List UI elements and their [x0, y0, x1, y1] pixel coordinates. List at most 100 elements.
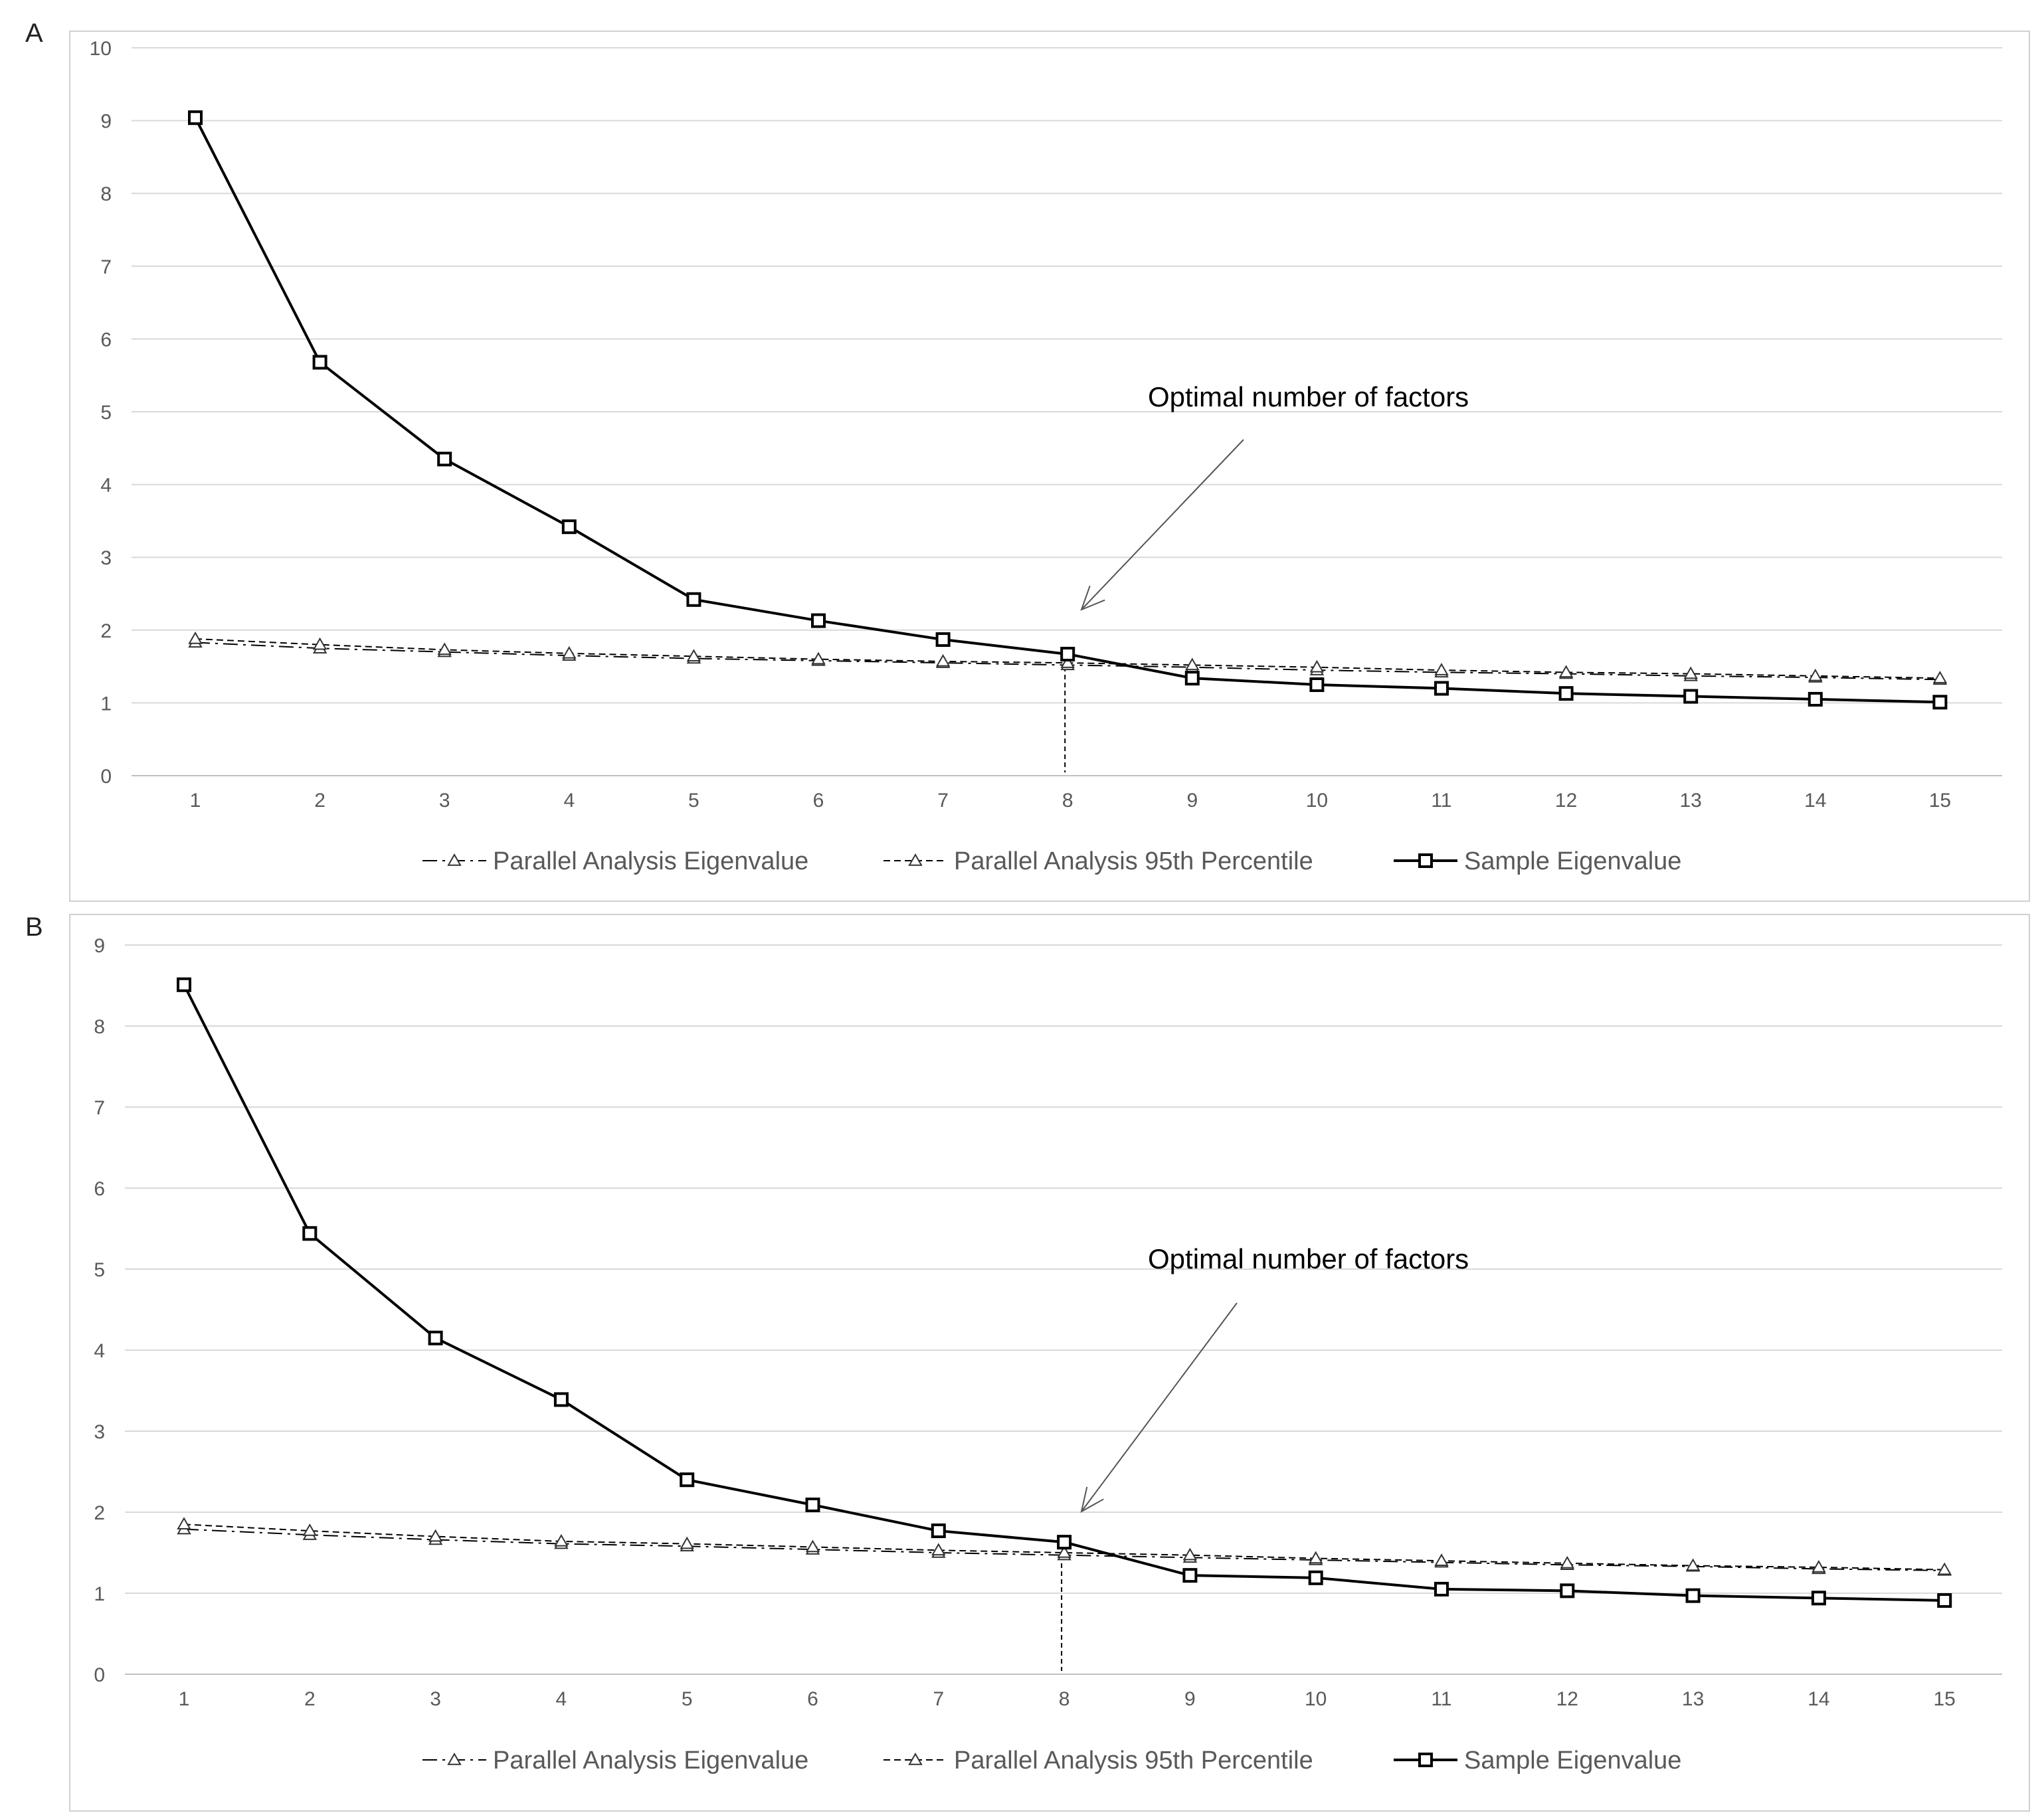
legend-item: Parallel Analysis Eigenvalue — [422, 847, 808, 875]
legend-item: Parallel Analysis 95th Percentile — [883, 1747, 1313, 1775]
x-tick-label: 2 — [304, 1688, 316, 1710]
data-point — [302, 1523, 318, 1536]
x-tick-label: 13 — [1682, 1688, 1704, 1710]
data-point — [1182, 1547, 1198, 1561]
data-point — [811, 613, 826, 628]
legend-label: Parallel Analysis 95th Percentile — [954, 1747, 1313, 1775]
x-tick-label: 7 — [937, 790, 949, 812]
y-tick-label: 6 — [94, 1178, 105, 1200]
y-tick-label: 8 — [100, 183, 112, 205]
data-point — [1060, 646, 1075, 661]
data-point — [1309, 659, 1325, 673]
x-tick-label: 8 — [1062, 790, 1073, 812]
data-point — [1434, 1581, 1449, 1597]
x-tick-label: 5 — [682, 1688, 693, 1710]
x-tick-label: 4 — [556, 1688, 567, 1710]
data-point — [1683, 666, 1698, 679]
data-point — [1057, 1545, 1071, 1558]
y-tick-label: 6 — [100, 329, 112, 351]
legend-marker — [447, 853, 462, 866]
x-tick-label: 15 — [1934, 1688, 1956, 1710]
x-tick-label: 6 — [813, 790, 824, 812]
x-tick-label: 12 — [1556, 1688, 1578, 1710]
data-point — [312, 637, 327, 650]
data-point — [1937, 1562, 1952, 1575]
data-point — [931, 1543, 946, 1556]
series-line-1 — [183, 1523, 1945, 1571]
data-point — [1937, 1593, 1952, 1608]
data-point — [1811, 1591, 1826, 1606]
data-point — [1057, 1535, 1072, 1550]
data-point — [1434, 681, 1449, 696]
data-point — [805, 1539, 820, 1553]
data-point — [561, 519, 577, 535]
data-point — [177, 977, 191, 992]
x-tick-label: 8 — [1059, 1688, 1070, 1710]
annotation-text: Optimal number of factors — [1148, 1243, 1469, 1274]
data-point — [1309, 677, 1325, 692]
data-point — [811, 651, 826, 665]
legend-label: Sample Eigenvalue — [1464, 847, 1681, 875]
legend-item: Parallel Analysis Eigenvalue — [422, 1747, 808, 1775]
data-point — [437, 642, 452, 655]
data-point — [1932, 695, 1948, 710]
x-tick-label: 2 — [314, 790, 325, 812]
y-tick-label: 9 — [100, 111, 112, 133]
data-point — [1685, 1588, 1701, 1603]
y-tick-label: 2 — [100, 620, 112, 642]
x-tick-label: 10 — [1305, 1688, 1327, 1710]
data-point — [680, 1472, 695, 1488]
data-point — [428, 1529, 443, 1542]
x-tick-label: 3 — [439, 790, 450, 812]
data-point — [931, 1523, 946, 1539]
y-tick-label: 7 — [94, 1097, 105, 1119]
data-point — [686, 649, 701, 662]
y-tick-label: 4 — [94, 1340, 105, 1362]
x-tick-label: 6 — [807, 1688, 818, 1710]
data-point — [428, 1330, 443, 1345]
legend-label: Parallel Analysis Eigenvalue — [493, 1747, 808, 1775]
legend-marker — [447, 1752, 462, 1765]
chart-frame-a — [69, 31, 2030, 902]
annotation-text: Optimal number of factors — [1148, 381, 1469, 412]
legend-marker — [1418, 1753, 1433, 1767]
legend-marker — [908, 1752, 923, 1765]
data-point — [1182, 1568, 1198, 1583]
x-tick-label: 3 — [430, 1688, 441, 1710]
data-point — [188, 631, 203, 644]
data-point — [1812, 1559, 1826, 1573]
data-point — [1308, 1570, 1323, 1585]
data-point — [1184, 671, 1200, 686]
data-point — [680, 1536, 694, 1549]
y-tick-label: 9 — [94, 935, 105, 957]
data-point — [1808, 691, 1823, 707]
x-tick-label: 9 — [1184, 1688, 1196, 1710]
y-tick-label: 3 — [94, 1421, 105, 1443]
legend-item: Sample Eigenvalue — [1394, 847, 1681, 875]
annotation-arrow — [1081, 439, 1244, 610]
x-tick-label: 7 — [933, 1688, 944, 1710]
y-tick-label: 5 — [94, 1259, 105, 1281]
y-tick-label: 1 — [100, 693, 112, 715]
legend-label: Sample Eigenvalue — [1464, 1747, 1681, 1775]
legend-label: Parallel Analysis 95th Percentile — [954, 847, 1313, 875]
y-tick-label: 1 — [94, 1583, 105, 1605]
x-tick-label: 1 — [179, 1688, 190, 1710]
data-point — [437, 452, 452, 467]
x-tick-label: 14 — [1804, 790, 1826, 812]
panel-letter-a: A — [25, 19, 43, 48]
data-point — [562, 646, 577, 659]
series-line-2 — [183, 984, 1945, 1602]
x-tick-label: 4 — [563, 790, 575, 812]
x-tick-label: 11 — [1431, 1688, 1451, 1710]
data-point — [1060, 655, 1075, 668]
chart-frame-b — [69, 914, 2030, 1812]
legend-marker — [1418, 853, 1433, 868]
x-tick-label: 1 — [190, 790, 201, 812]
x-tick-label: 5 — [688, 790, 699, 812]
data-point — [1185, 657, 1200, 671]
data-point — [312, 355, 327, 370]
legend-marker — [908, 853, 923, 866]
x-tick-label: 10 — [1306, 790, 1328, 812]
